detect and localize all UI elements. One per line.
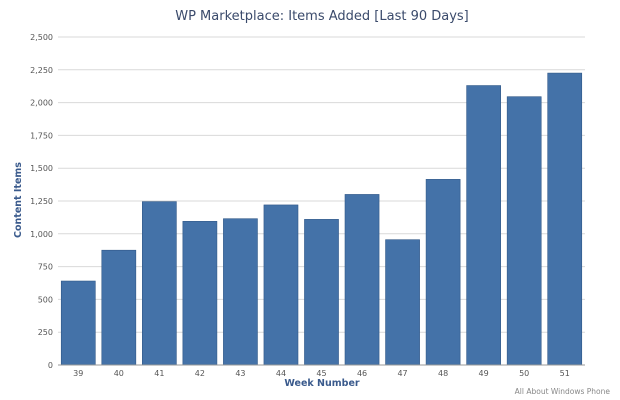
x-tick-label: 48 <box>438 369 448 378</box>
bar-week-51 <box>547 72 583 366</box>
bar-week-39 <box>60 280 96 366</box>
x-tick-label: 42 <box>195 369 205 378</box>
x-tick-label: 39 <box>73 369 83 378</box>
bar-week-48 <box>425 179 461 366</box>
y-tick-label: 0 <box>48 361 53 370</box>
bars <box>60 72 583 366</box>
bar-week-44 <box>263 204 299 366</box>
y-tick-label: 2,250 <box>30 66 53 75</box>
y-axis-ticks: 0 250 500 750 1,000 1,250 1,500 1,750 2,000 2,250… <box>30 33 53 370</box>
y-tick-label: 2,500 <box>30 33 53 42</box>
bar-week-50 <box>506 96 542 366</box>
y-tick-label: 750 <box>38 263 53 272</box>
y-tick-label: 2,000 <box>30 99 53 108</box>
y-tick-label: 1,000 <box>30 230 53 239</box>
bar-week-41 <box>142 201 177 366</box>
x-tick-label: 45 <box>316 369 326 378</box>
x-tick-label: 46 <box>357 369 367 378</box>
bar-week-43 <box>223 218 258 366</box>
x-tick-label: 40 <box>114 369 124 378</box>
y-tick-label: 500 <box>38 295 53 304</box>
x-tick-label: 41 <box>154 369 164 378</box>
x-axis-ticks: 39 40 41 42 43 44 45 46 47 48 49 50 51 <box>73 369 570 378</box>
y-tick-label: 1,750 <box>30 131 53 140</box>
bar-week-47 <box>385 239 420 366</box>
x-tick-label: 50 <box>519 369 529 378</box>
y-tick-label: 1,500 <box>30 164 53 173</box>
x-tick-label: 43 <box>235 369 245 378</box>
source-credit: All About Windows Phone <box>515 387 611 396</box>
bar-week-42 <box>182 221 218 366</box>
bar-week-49 <box>466 85 501 366</box>
bar-week-45 <box>304 219 339 366</box>
x-tick-label: 51 <box>560 369 570 378</box>
y-tick-label: 1,250 <box>30 197 53 206</box>
bar-week-46 <box>344 194 380 366</box>
chart-title: WP Marketplace: Items Added [Last 90 Day… <box>175 9 469 24</box>
bar-week-40 <box>101 249 137 366</box>
x-axis-title: Week Number <box>284 378 360 389</box>
x-tick-label: 47 <box>397 369 407 378</box>
y-tick-label: 250 <box>38 328 53 337</box>
x-tick-label: 44 <box>276 369 286 378</box>
y-axis-title: Content Items <box>13 162 24 238</box>
x-tick-label: 49 <box>479 369 489 378</box>
